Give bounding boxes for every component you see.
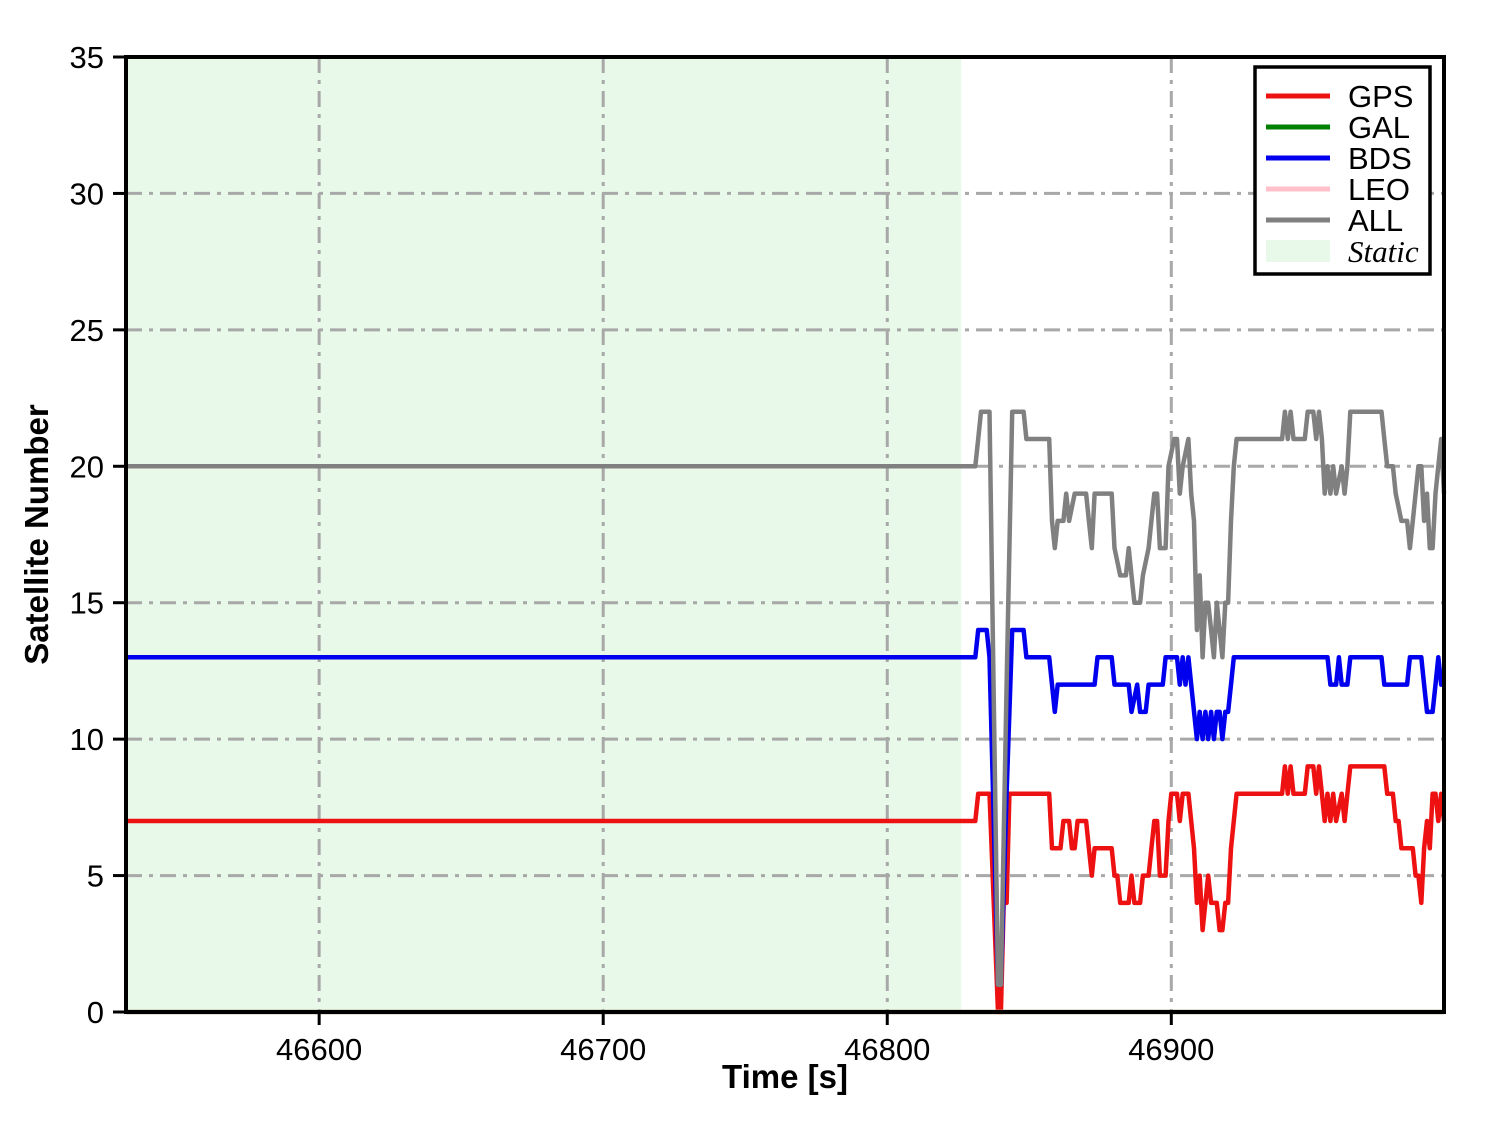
plot-frame xyxy=(124,55,1446,1014)
y-tick-label: 10 xyxy=(70,722,104,757)
legend-entry: LEO xyxy=(1266,172,1410,207)
legend-label: ALL xyxy=(1348,203,1403,238)
legend-label: Static xyxy=(1348,234,1419,269)
tick-marks xyxy=(113,55,1173,1025)
legend-label: GAL xyxy=(1348,110,1410,145)
y-tick-label: 0 xyxy=(87,995,104,1030)
x-tick-label: 46900 xyxy=(1128,1032,1214,1067)
legend-entry: GAL xyxy=(1266,110,1410,145)
y-axis-label: Satellite Number xyxy=(18,404,55,665)
legend-label: BDS xyxy=(1348,141,1412,176)
y-tick-label: 5 xyxy=(87,859,104,894)
legend-swatch-patch xyxy=(1266,240,1330,262)
legend-entry: GPS xyxy=(1266,79,1413,114)
legend-box xyxy=(1253,65,1432,276)
y-tick-label: 25 xyxy=(70,313,104,348)
y-tick-label: 15 xyxy=(70,586,104,621)
x-tick-label: 46700 xyxy=(560,1032,646,1067)
legend-label: LEO xyxy=(1348,172,1410,207)
static-region-shading xyxy=(126,57,962,1012)
legend-entry: ALL xyxy=(1266,203,1403,238)
legend-label: GPS xyxy=(1348,79,1413,114)
series-bds-line xyxy=(126,627,1444,987)
gridlines xyxy=(126,57,1444,1012)
y-tick-label: 30 xyxy=(70,176,104,211)
series-all-line xyxy=(126,409,1447,987)
y-tick-label: 20 xyxy=(70,449,104,484)
y-tick-label: 35 xyxy=(70,40,104,75)
series-gps-line xyxy=(126,764,1447,1015)
legend-entry: BDS xyxy=(1266,141,1412,176)
legend-entry: Static xyxy=(1266,234,1419,269)
x-tick-label: 46800 xyxy=(844,1032,930,1067)
x-tick-label: 46600 xyxy=(276,1032,362,1067)
x-axis-label: Time [s] xyxy=(722,1058,848,1095)
